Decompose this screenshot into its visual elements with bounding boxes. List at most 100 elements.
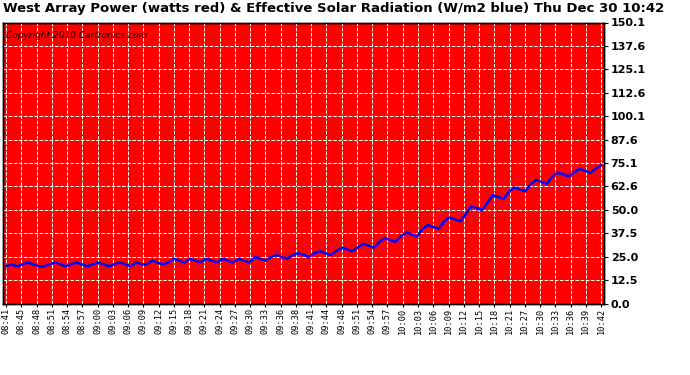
- Bar: [112, 231, 117, 304]
- Bar: [528, 102, 533, 304]
- Bar: [90, 244, 95, 304]
- Text: Copyright 2010 Cartronics.com: Copyright 2010 Cartronics.com: [6, 31, 148, 40]
- Bar: [295, 208, 301, 304]
- Bar: [582, 47, 587, 304]
- Bar: [57, 238, 63, 304]
- Bar: [480, 144, 485, 304]
- Bar: [268, 242, 274, 304]
- Bar: [279, 227, 285, 304]
- Bar: [415, 199, 420, 304]
- Bar: [122, 245, 128, 304]
- Bar: [518, 110, 522, 304]
- Bar: [41, 232, 47, 304]
- Bar: [236, 220, 241, 304]
- Bar: [593, 98, 598, 304]
- Bar: [312, 236, 317, 304]
- Bar: [14, 231, 20, 304]
- Bar: [209, 216, 215, 304]
- Bar: [398, 189, 404, 304]
- Bar: [577, 60, 582, 304]
- Bar: [317, 224, 322, 304]
- Bar: [453, 185, 457, 304]
- Bar: [339, 190, 344, 304]
- Bar: [187, 211, 193, 304]
- Bar: [474, 143, 480, 304]
- Bar: [539, 114, 544, 304]
- Bar: [220, 246, 225, 304]
- Bar: [198, 244, 204, 304]
- Bar: [501, 130, 506, 304]
- Bar: [274, 207, 279, 304]
- Bar: [230, 234, 236, 304]
- Bar: [328, 236, 333, 304]
- Bar: [469, 118, 474, 304]
- Bar: [555, 73, 560, 304]
- Bar: [560, 72, 566, 304]
- Bar: [106, 245, 112, 304]
- Bar: [290, 224, 295, 304]
- Bar: [30, 245, 36, 304]
- Bar: [371, 236, 377, 304]
- Bar: [193, 226, 198, 304]
- Bar: [47, 228, 52, 304]
- Bar: [360, 209, 366, 304]
- Bar: [490, 141, 495, 304]
- Bar: [128, 240, 133, 304]
- Bar: [377, 195, 382, 304]
- Bar: [133, 225, 139, 304]
- Bar: [350, 236, 355, 304]
- Bar: [3, 246, 9, 304]
- Bar: [155, 238, 160, 304]
- Bar: [598, 71, 604, 304]
- Bar: [117, 234, 122, 304]
- Bar: [533, 108, 539, 304]
- Bar: [485, 146, 490, 304]
- Bar: [68, 236, 74, 304]
- Bar: [404, 167, 409, 304]
- Bar: [366, 201, 371, 304]
- Bar: [550, 63, 555, 304]
- Bar: [95, 233, 101, 304]
- Bar: [225, 231, 230, 304]
- Bar: [25, 234, 30, 304]
- Bar: [512, 74, 518, 304]
- Bar: [285, 230, 290, 304]
- Bar: [544, 134, 550, 304]
- Bar: [150, 224, 155, 304]
- Bar: [74, 241, 79, 304]
- Bar: [52, 228, 57, 304]
- Bar: [204, 244, 209, 304]
- Bar: [522, 121, 528, 304]
- Bar: [393, 228, 398, 304]
- Bar: [409, 187, 415, 304]
- Bar: [182, 226, 187, 304]
- Bar: [241, 243, 247, 304]
- Bar: [425, 171, 431, 304]
- Bar: [85, 242, 90, 304]
- Bar: [160, 245, 166, 304]
- Bar: [495, 119, 501, 304]
- Bar: [566, 58, 571, 304]
- Bar: [144, 241, 150, 304]
- Bar: [171, 242, 177, 304]
- Bar: [457, 188, 463, 304]
- Bar: [9, 211, 14, 304]
- Bar: [344, 225, 350, 304]
- Bar: [257, 233, 263, 304]
- Bar: [263, 239, 268, 304]
- Bar: [442, 168, 447, 304]
- Bar: [463, 169, 469, 304]
- Bar: [382, 178, 387, 304]
- Bar: [36, 253, 41, 304]
- Bar: [387, 216, 393, 304]
- Bar: [506, 118, 512, 304]
- Bar: [431, 196, 436, 304]
- Bar: [322, 229, 328, 304]
- Bar: [253, 226, 257, 304]
- Bar: [63, 226, 68, 304]
- Bar: [420, 209, 425, 304]
- Bar: [79, 233, 85, 304]
- Bar: [215, 235, 220, 304]
- Bar: [139, 234, 144, 304]
- Bar: [571, 86, 577, 304]
